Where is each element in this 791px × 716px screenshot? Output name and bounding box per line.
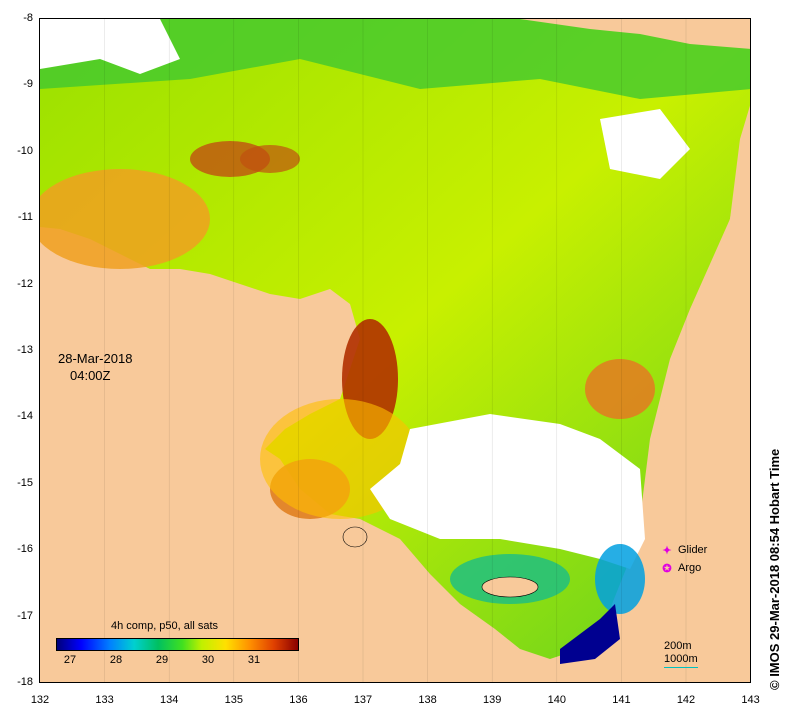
warm-patch-west: [40, 169, 210, 269]
y-tick-label: -16: [17, 543, 33, 556]
colorbar-label: 29: [155, 654, 169, 666]
credit-text: © IMOS 29-Mar-2018 08:54 Hobart Time: [767, 448, 782, 690]
y-tick-label: -17: [17, 609, 33, 622]
warm-patch-b: [240, 145, 300, 173]
circle-icon: ✪: [662, 562, 672, 575]
x-tick-label: 141: [612, 694, 631, 706]
y-tick-label: -14: [17, 410, 33, 423]
timestamp-block: 28-Mar-2018 04:00Z: [58, 350, 132, 384]
cool-patch-b: [595, 544, 645, 614]
x-tick-label: 135: [224, 694, 243, 706]
y-tick-label: -18: [17, 676, 33, 688]
y-tick-label: -9: [23, 78, 33, 91]
colorbar-label: 28: [109, 654, 123, 666]
colorbar-label: 31: [247, 654, 261, 666]
y-tick-label: -11: [17, 211, 33, 224]
map-time: 04:00Z: [70, 368, 111, 383]
warm-patch-e: [585, 359, 655, 419]
no-data-south: [370, 414, 645, 569]
x-tick-label: 142: [676, 694, 696, 706]
contour-legend: 200m 1000m: [664, 640, 698, 668]
x-tick-label: 132: [30, 694, 50, 706]
legend-item-argo: ✪ Argo: [660, 559, 707, 577]
y-tick-label: -12: [17, 277, 33, 290]
colorbar-label: 27: [63, 654, 77, 666]
legend-label: Argo: [678, 562, 702, 574]
y-tick-label: -15: [17, 476, 33, 489]
colorbar: [56, 638, 299, 651]
island: [342, 526, 368, 548]
island-south: [481, 576, 539, 598]
legend: ✦ Glider ✪ Argo: [660, 541, 707, 577]
map-date: 28-Mar-2018: [58, 351, 133, 366]
legend-label: Glider: [678, 544, 708, 556]
x-tick-label: 133: [95, 694, 114, 706]
x-tick-label: 139: [483, 694, 502, 706]
grid: [104, 19, 687, 682]
contour-line-sample: [664, 667, 698, 668]
sea-north-green: [40, 19, 750, 99]
contour-200m-label: 200m: [664, 640, 692, 652]
contour-1000m-label: 1000m: [664, 653, 698, 665]
y-tick-label: -13: [17, 344, 33, 356]
no-data-north: [40, 19, 180, 74]
cool-patch-c: [560, 604, 620, 664]
x-tick-label: 140: [547, 694, 566, 706]
land-png: [410, 19, 750, 49]
colorbar-label: 30: [201, 654, 215, 666]
land-cape-york: [650, 109, 750, 469]
no-data-ne: [600, 109, 690, 179]
legend-item-glider: ✦ Glider: [660, 541, 707, 559]
diamond-icon: ✦: [662, 544, 672, 557]
x-tick-label: 137: [353, 694, 373, 706]
x-tick-label: 138: [418, 694, 437, 706]
sst-map: [39, 18, 751, 683]
x-tick-label: 143: [741, 694, 760, 706]
x-tick-label: 134: [160, 694, 179, 706]
colorbar-title: 4h comp, p50, all sats: [111, 620, 219, 632]
map-canvas: [40, 19, 750, 682]
y-tick-label: -8: [23, 12, 33, 24]
y-tick-label: -10: [17, 144, 33, 157]
x-tick-label: 136: [289, 694, 308, 706]
